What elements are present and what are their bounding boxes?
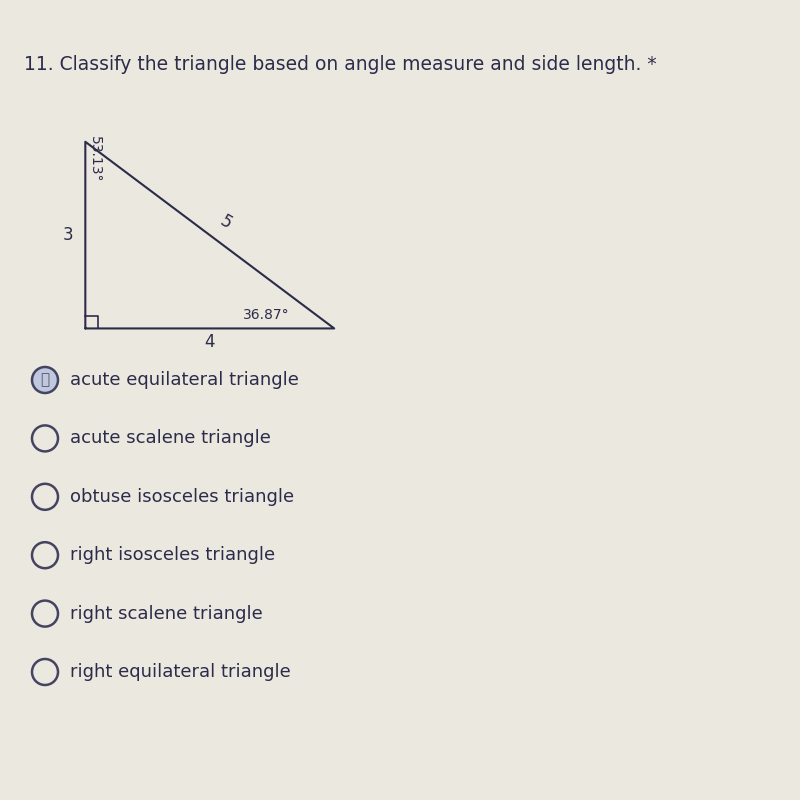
Circle shape bbox=[32, 659, 58, 685]
Circle shape bbox=[32, 601, 58, 626]
Text: acute scalene triangle: acute scalene triangle bbox=[70, 430, 271, 447]
Text: 36.87°: 36.87° bbox=[242, 308, 289, 322]
Text: 3: 3 bbox=[62, 226, 74, 244]
Text: 👆: 👆 bbox=[41, 373, 50, 387]
Text: obtuse isosceles triangle: obtuse isosceles triangle bbox=[70, 488, 294, 506]
Text: 53.13°: 53.13° bbox=[88, 136, 102, 182]
Text: right scalene triangle: right scalene triangle bbox=[70, 605, 262, 622]
Circle shape bbox=[32, 484, 58, 510]
Circle shape bbox=[32, 542, 58, 568]
Circle shape bbox=[32, 367, 58, 393]
Text: 5: 5 bbox=[216, 212, 234, 233]
Circle shape bbox=[32, 426, 58, 451]
Text: right isosceles triangle: right isosceles triangle bbox=[70, 546, 275, 564]
Text: 4: 4 bbox=[205, 333, 215, 351]
Text: 11. Classify the triangle based on angle measure and side length. *: 11. Classify the triangle based on angle… bbox=[24, 54, 657, 74]
Text: acute equilateral triangle: acute equilateral triangle bbox=[70, 371, 299, 389]
Text: right equilateral triangle: right equilateral triangle bbox=[70, 663, 290, 681]
